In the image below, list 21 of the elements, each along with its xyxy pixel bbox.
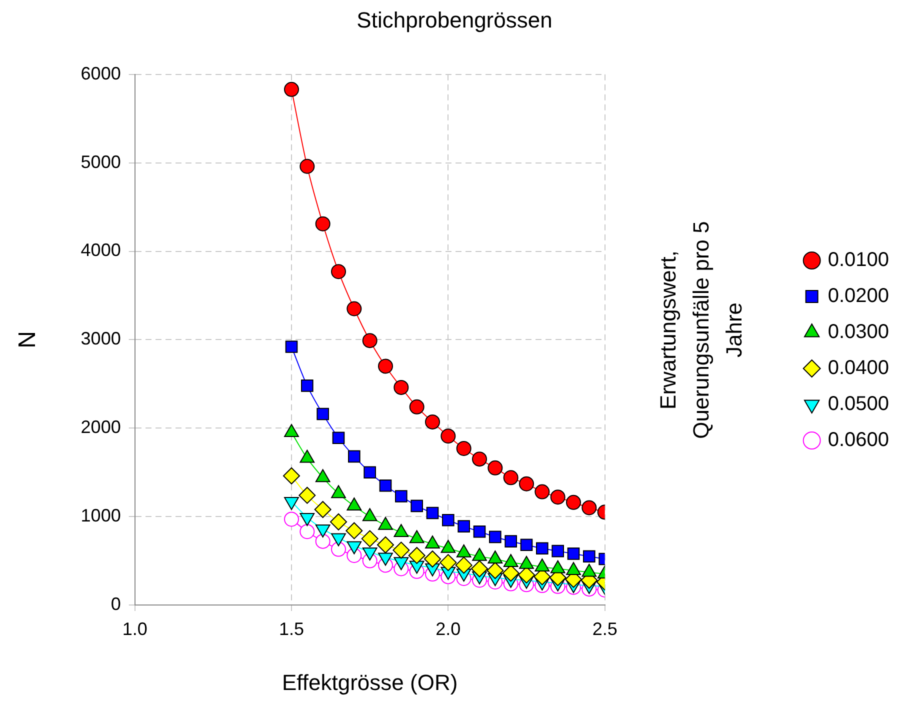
x-tick-label: 1.5 <box>278 618 304 639</box>
y-tick-label: 4000 <box>80 240 121 260</box>
y-tick-label: 0 <box>110 594 121 614</box>
legend-label: 0.0300 <box>828 321 889 344</box>
x-axis-title: Effektgrösse (OR) <box>282 670 458 695</box>
y-tick-label: 2000 <box>80 417 121 438</box>
x-tick-label: 1.0 <box>122 618 148 639</box>
y-axis-title: N <box>14 331 42 348</box>
y-tick-label: 5000 <box>80 152 121 172</box>
y-tick-label: 6000 <box>80 63 121 84</box>
y-tick-label: 3000 <box>80 328 121 349</box>
legend-label: 0.0600 <box>828 429 889 452</box>
legend-title: Erwartungswert, Querungsunfälle pro 5 Jahre <box>655 221 746 439</box>
legend-label: 0.0400 <box>828 357 889 380</box>
chart-title: Stichprobengrössen <box>356 7 552 32</box>
legend-label: 0.0100 <box>828 249 889 272</box>
x-tick-label: 2.5 <box>592 618 618 639</box>
legend-label: 0.0200 <box>828 285 889 308</box>
legend-label: 0.0500 <box>828 393 889 416</box>
x-tick-label: 2.0 <box>436 618 461 639</box>
y-tick-label: 1000 <box>80 506 121 526</box>
